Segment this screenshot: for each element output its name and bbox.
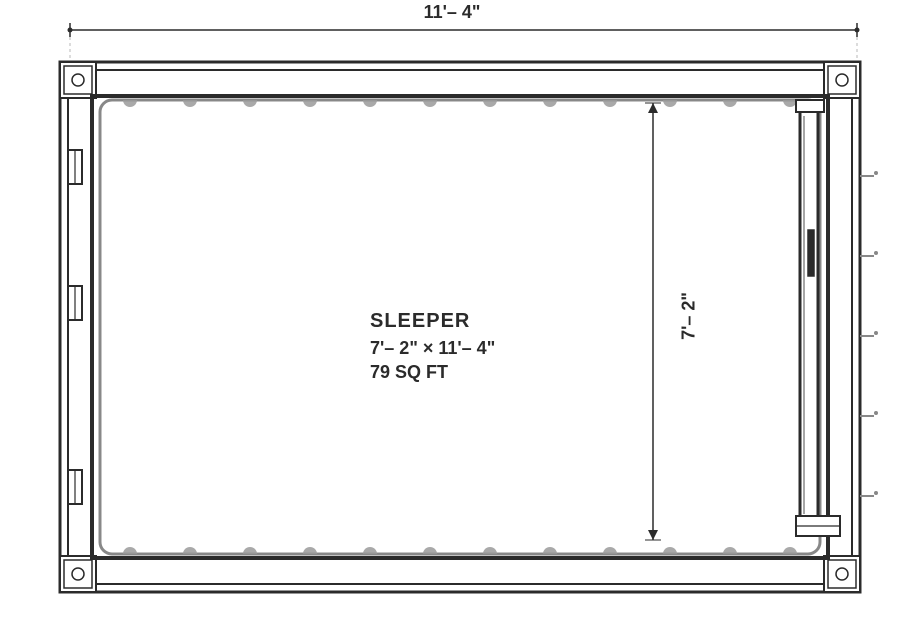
room-title: SLEEPER: [370, 310, 470, 333]
room-area-line: 79 SQ FT: [370, 362, 448, 383]
floorplan-canvas: 11'– 4" 7'– 2" SLEEPER 7'– 2" × 11'– 4" …: [0, 0, 904, 631]
room-size-line: 7'– 2" × 11'– 4": [370, 338, 495, 359]
dimension-label-width: 11'– 4": [424, 2, 481, 23]
dimension-label-height: 7'– 2": [678, 292, 699, 340]
